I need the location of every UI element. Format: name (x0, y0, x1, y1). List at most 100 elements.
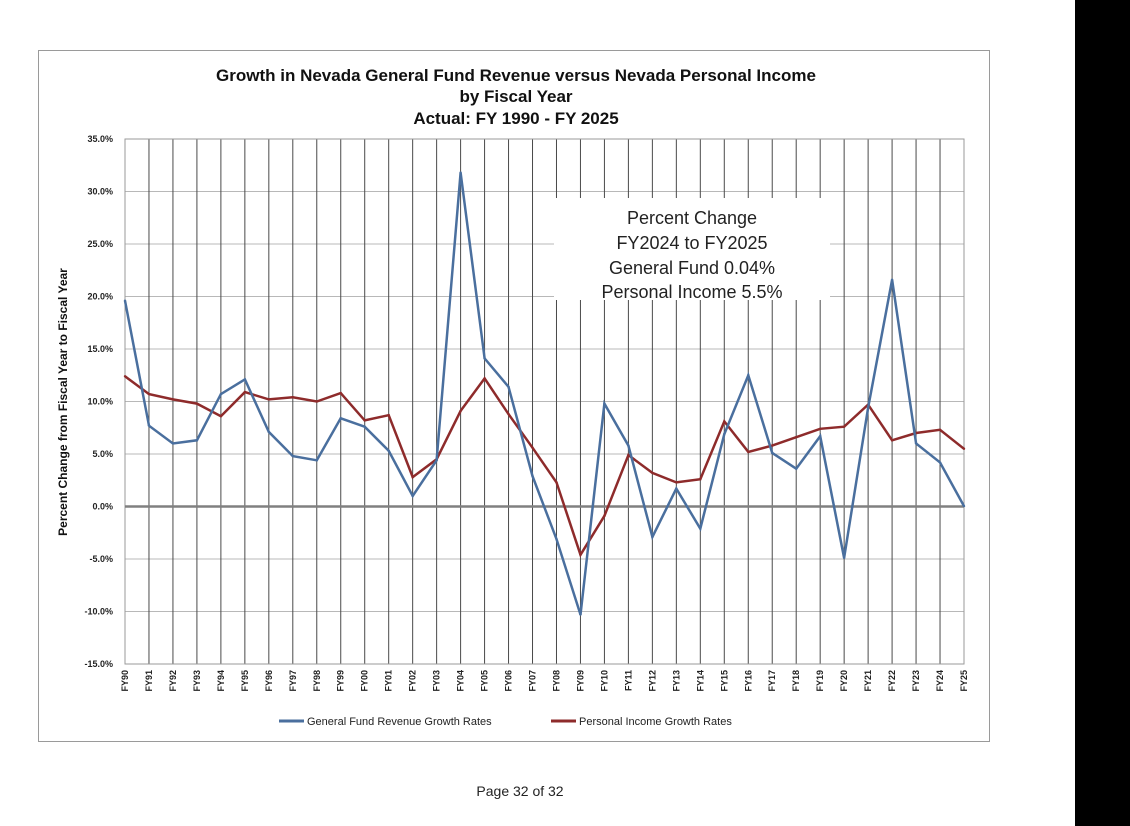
income-point (531, 446, 534, 449)
page-number: Page 32 of 32 (476, 783, 564, 799)
income-point (123, 375, 127, 378)
x-tick-label: FY04 (456, 670, 466, 692)
x-tick-label: FY94 (216, 670, 226, 692)
revenue-point (435, 459, 438, 462)
y-tick-label: -10.0% (84, 607, 113, 617)
income-point (962, 447, 966, 450)
revenue-point (219, 392, 223, 396)
revenue-point (195, 439, 199, 442)
revenue-point (171, 442, 175, 445)
chart: Growth in Nevada General Fund Revenue ve… (56, 66, 969, 728)
income-point (171, 398, 175, 401)
y-tick-label: 25.0% (87, 239, 113, 249)
x-tick-label: FY93 (192, 670, 202, 692)
income-point (483, 377, 486, 380)
income-point (339, 391, 342, 395)
revenue-point (962, 504, 966, 508)
revenue-point (723, 432, 726, 436)
legend-label: General Fund Revenue Growth Rates (307, 716, 492, 728)
revenue-point (459, 171, 462, 174)
income-point (627, 453, 630, 457)
revenue-point (747, 374, 750, 377)
annotation-line: Personal Income 5.5% (601, 282, 782, 302)
income-point (675, 481, 678, 484)
income-point (555, 481, 558, 484)
x-tick-label: FY14 (695, 670, 705, 692)
x-tick-label: FY16 (743, 670, 753, 692)
revenue-point (890, 278, 894, 281)
revenue-point (411, 494, 414, 498)
x-tick-label: FY17 (767, 670, 777, 692)
revenue-point (651, 535, 654, 539)
x-tick-label: FY24 (935, 670, 945, 692)
revenue-point (387, 449, 390, 453)
revenue-point (699, 527, 702, 530)
y-tick-label: 0.0% (92, 502, 113, 512)
income-point (243, 390, 247, 394)
x-tick-label: FY21 (863, 670, 873, 692)
revenue-point (603, 402, 606, 405)
y-axis: 35.0% 30.0% 25.0% 20.0% 15.0% 10.0% 5.0% 0.0% -5… (56, 134, 113, 669)
revenue-point (483, 357, 486, 360)
income-point (747, 450, 750, 454)
revenue-point (315, 459, 318, 462)
income-point (818, 427, 822, 430)
x-tick-label: FY12 (647, 670, 657, 692)
revenue-point (842, 556, 846, 560)
chart-frame: Growth in Nevada General Fund Revenue ve… (38, 50, 990, 742)
y-tick-label: -15.0% (84, 659, 113, 669)
x-tick-label: FY10 (599, 670, 609, 692)
x-tick-label: FY95 (240, 670, 250, 692)
x-tick-label: FY01 (384, 670, 394, 692)
revenue-point (579, 613, 582, 616)
x-tick-label: FY23 (911, 670, 921, 692)
income-point (387, 413, 390, 417)
y-axis-label: Percent Change from Fiscal Year to Fisca… (56, 268, 70, 536)
income-point (771, 444, 774, 447)
revenue-point (339, 417, 342, 420)
revenue-point (291, 454, 294, 458)
legend-label: Personal Income Growth Rates (579, 716, 732, 728)
income-point (579, 553, 582, 556)
x-tick-label: FY08 (551, 670, 561, 692)
x-tick-label: FY22 (887, 670, 897, 692)
x-tick-label: FY91 (144, 670, 154, 692)
x-tick-label: FY13 (671, 670, 681, 692)
revenue-point (866, 406, 870, 409)
x-tick-label: FY03 (432, 670, 442, 692)
y-tick-label: -5.0% (89, 554, 113, 564)
x-tick-label: FY00 (360, 670, 370, 692)
annotation-line: General Fund 0.04% (609, 258, 775, 278)
annotation-background (554, 198, 830, 300)
x-tick-label: FY96 (264, 670, 274, 692)
income-point (147, 392, 151, 396)
income-point (459, 409, 462, 413)
y-tick-label: 35.0% (87, 134, 113, 144)
x-tick-label: FY98 (312, 670, 322, 692)
revenue-point (531, 474, 534, 478)
x-tick-label: FY09 (575, 670, 585, 692)
chart-title-line: Growth in Nevada General Fund Revenue ve… (216, 66, 816, 85)
x-tick-label: FY90 (120, 670, 130, 692)
revenue-point (507, 385, 510, 388)
income-point (195, 402, 199, 405)
chart-title-line: Actual: FY 1990 - FY 2025 (413, 109, 618, 128)
x-tick-label: FY18 (791, 670, 801, 692)
x-tick-label: FY07 (528, 670, 538, 692)
x-tick-label: FY05 (480, 670, 490, 692)
x-tick-label: FY15 (719, 670, 729, 692)
revenue-point (555, 537, 558, 541)
y-tick-label: 30.0% (87, 187, 113, 197)
chart-title: Growth in Nevada General Fund Revenue ve… (216, 66, 816, 128)
x-tick-label: FY19 (815, 670, 825, 692)
revenue-point (795, 467, 798, 470)
annotation-line: FY2024 to FY2025 (616, 233, 767, 253)
x-tick-label: FY92 (168, 670, 178, 692)
x-tick-label: FY97 (288, 670, 298, 692)
revenue-point (243, 378, 247, 381)
income-point (699, 478, 702, 481)
y-tick-label: 5.0% (92, 449, 113, 459)
x-tick-label: FY99 (336, 670, 346, 692)
income-point (603, 514, 606, 518)
y-tick-label: 20.0% (87, 292, 113, 302)
